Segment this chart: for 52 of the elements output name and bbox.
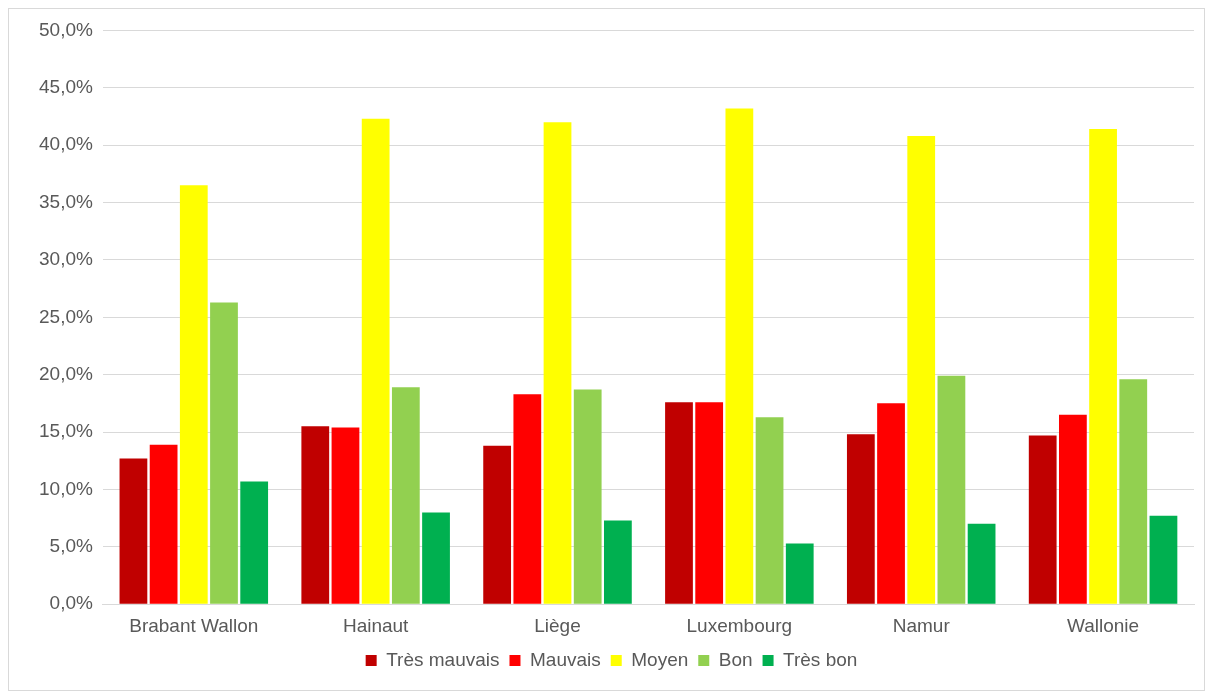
legend-label: Moyen [631, 648, 689, 670]
bar [513, 394, 542, 604]
x-tick-label: Brabant Wallon [129, 614, 259, 636]
x-tick-label: Wallonie [1066, 614, 1140, 636]
bar [391, 387, 420, 604]
bar [1149, 515, 1178, 604]
bar [210, 302, 238, 604]
bar [149, 444, 178, 604]
y-tick-label: 30,0% [39, 248, 93, 270]
bar [1059, 414, 1087, 604]
bar [725, 108, 754, 604]
bar [361, 118, 390, 604]
bar [1028, 435, 1057, 604]
y-tick-label: 0,0% [49, 592, 93, 614]
y-tick-label: 35,0% [39, 190, 93, 212]
bar [301, 426, 330, 604]
y-tick-label: 40,0% [39, 133, 93, 155]
y-tick-label: 15,0% [39, 420, 93, 442]
y-tick-label: 25,0% [39, 305, 93, 327]
x-tick-label: Luxembourg [686, 614, 793, 636]
x-tick-label: Liège [534, 614, 581, 636]
bar [119, 458, 148, 604]
bar [907, 135, 936, 604]
bar [422, 512, 450, 604]
bar [937, 375, 966, 604]
y-tick-label: 10,0% [39, 477, 93, 499]
legend-label: Très mauvais [386, 648, 500, 670]
legend-label: Mauvais [529, 648, 601, 670]
bar [1089, 129, 1117, 604]
bar [543, 122, 572, 604]
legend-label: Bon [718, 648, 753, 670]
y-tick-label: 45,0% [39, 76, 93, 98]
bar [1119, 379, 1148, 604]
bar [573, 389, 602, 604]
y-tick-label: 5,0% [49, 535, 93, 557]
bar [967, 523, 996, 604]
legend-label: Très bon [783, 648, 858, 670]
bar [240, 481, 269, 604]
y-tick-label: 50,0% [39, 18, 93, 40]
bar [846, 434, 875, 604]
bar [877, 403, 905, 604]
y-tick-label: 20,0% [39, 362, 93, 384]
bar [755, 417, 784, 604]
bar [483, 445, 512, 604]
bar [331, 427, 360, 604]
x-tick-label: Hainaut [342, 614, 410, 636]
bar [665, 402, 693, 604]
bar [695, 402, 724, 604]
bar [179, 185, 208, 604]
x-tick-label: Namur [892, 614, 951, 636]
bar [604, 520, 632, 604]
bar [785, 543, 814, 604]
